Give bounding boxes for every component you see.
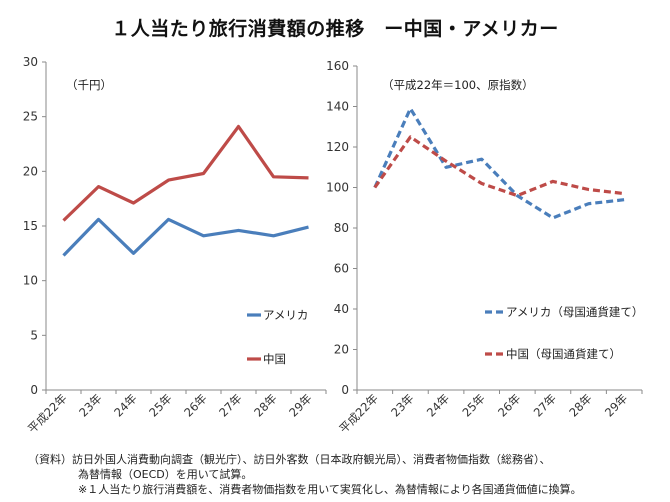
- series-line-america: [62, 217, 309, 257]
- notes-line-1: （資料）訪日外国人消費動向調査（観光庁）、訪日外客数（日本政府観光局）、消費者物…: [28, 453, 551, 466]
- x-tick-label: 23年: [388, 391, 416, 419]
- y-tick-label: 5: [30, 328, 38, 342]
- series-line-china: [62, 124, 309, 222]
- notes-line-2: 為替情報（OECD）を用いて試算。: [78, 468, 253, 481]
- y-tick-label: 140: [326, 100, 349, 114]
- y-tick-label: 0: [341, 383, 349, 397]
- legend-label: アメリカ: [263, 308, 308, 322]
- unit-label: （平成22年＝100、原指数）: [382, 78, 534, 92]
- x-tick-label: 29年: [602, 391, 630, 419]
- y-tick-label: 0: [30, 383, 38, 397]
- x-tick-label: 26年: [495, 391, 523, 419]
- y-tick-label: 30: [23, 55, 38, 69]
- x-tick-label: 28年: [566, 391, 594, 419]
- source-notes: （資料）訪日外国人消費動向調査（観光庁）、訪日外客数（日本政府観光局）、消費者物…: [28, 452, 582, 497]
- x-tick-label: 平成22年: [336, 391, 381, 436]
- unit-label: （千円）: [66, 78, 112, 92]
- y-tick-label: 80: [334, 221, 349, 235]
- legend-label: 中国（母国通貨建て）: [506, 347, 621, 361]
- page-title: １人当たり旅行消費額の推移 ー中国・アメリカー: [111, 18, 559, 40]
- y-tick-label: 60: [334, 262, 349, 276]
- y-tick-label: 25: [23, 110, 38, 124]
- series-line-china: [373, 135, 625, 198]
- y-tick-label: 15: [23, 219, 38, 233]
- x-tick-label: 25年: [459, 391, 487, 419]
- notes-line-3: ※１人当たり旅行消費額を、消費者物価指数を用いて実質化し、為替情報により各国通貨…: [78, 483, 582, 496]
- y-tick-label: 10: [23, 274, 38, 288]
- legend-label: アメリカ（母国通貨建て）: [506, 305, 643, 319]
- legend-label: 中国: [263, 352, 286, 366]
- x-tick-label: 24年: [424, 391, 452, 419]
- series-line-america: [373, 106, 625, 220]
- y-tick-label: 40: [334, 302, 349, 316]
- y-tick-label: 100: [326, 181, 349, 195]
- y-tick-label: 20: [23, 164, 38, 178]
- y-tick-label: 160: [326, 59, 349, 73]
- x-tick-label: 27年: [531, 391, 559, 419]
- y-tick-label: 20: [334, 343, 349, 357]
- y-tick-label: 120: [326, 140, 349, 154]
